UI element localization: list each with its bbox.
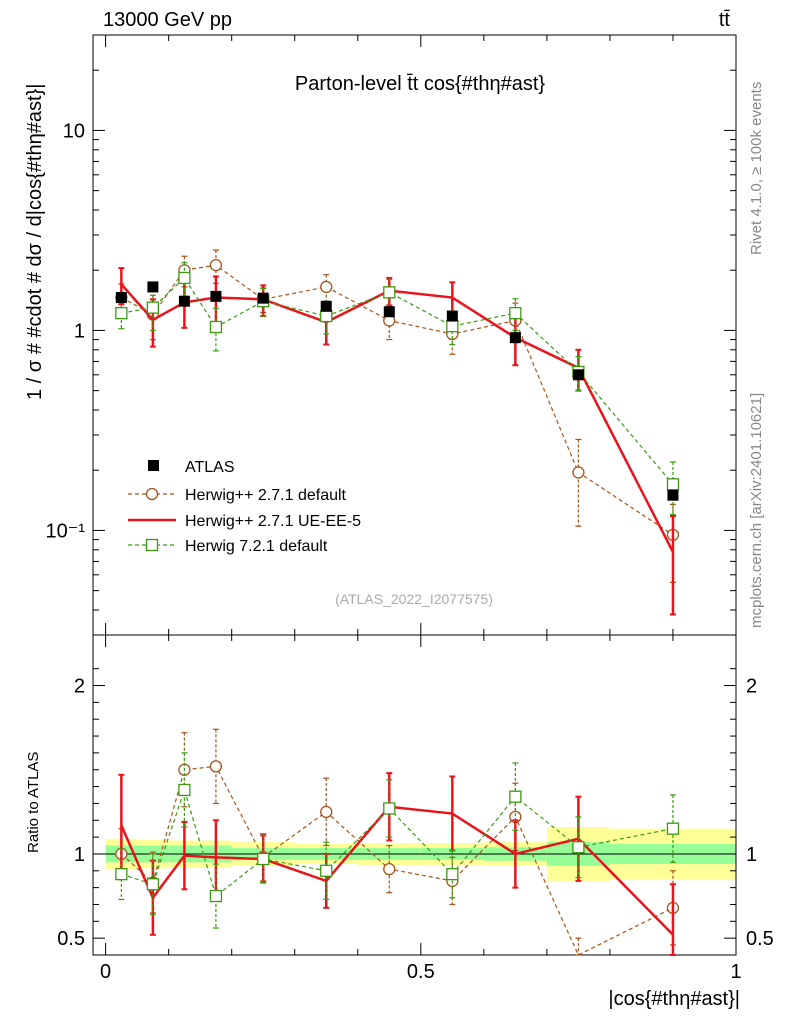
legend-marker-herwig7-default [145, 538, 159, 552]
data-point [320, 300, 332, 312]
data-point [115, 292, 127, 304]
x-axis-label: |cos{#thη#ast}| [608, 988, 740, 1010]
data-point [210, 290, 222, 302]
x-tick-label: 0.5 [407, 961, 435, 983]
data-point [209, 889, 223, 903]
data-point [257, 852, 270, 866]
data-point [509, 332, 521, 344]
data-point [572, 466, 585, 479]
ratio-tick-labels: 0.5 0.51 12 20 0.5 1 [57, 676, 774, 983]
data-point [572, 369, 584, 381]
legend: ATLAS Herwig++ 2.7.1 default Herwig++ 2.… [128, 459, 361, 555]
data-point [209, 320, 223, 334]
ratio-y-tick-label-right: 0.5 [746, 928, 774, 950]
legend-marker-herwigpp-default [145, 487, 159, 501]
data-point [115, 307, 128, 320]
process-label: tt̄ [719, 9, 731, 31]
data-point [320, 864, 333, 877]
legend-marker-atlas [148, 460, 159, 471]
data-point [178, 783, 191, 797]
main-y-tick-label: 1 [74, 320, 85, 342]
data-point [320, 280, 333, 294]
series-line [121, 264, 674, 536]
data-point [666, 822, 680, 835]
data-point [509, 307, 522, 320]
ratio-y-tick-label-right: 1 [746, 844, 757, 866]
main-ticks [93, 34, 737, 636]
data-point [257, 292, 269, 304]
ratio-y-tick-label-left: 2 [74, 676, 85, 698]
series-line [121, 277, 674, 485]
data-point [320, 309, 333, 323]
main-panel: 10⁻¹ 1 10 Parton-level t̄t cos{#thη#ast} 1… [24, 34, 737, 636]
series-line [120, 283, 675, 553]
data-point [383, 286, 396, 299]
data-point [209, 259, 223, 272]
data-point [146, 301, 160, 314]
data-point [446, 320, 459, 333]
series-herwig7-default [115, 752, 680, 929]
data-point [446, 868, 459, 881]
data-point [146, 878, 160, 891]
legend-label-herwig7-default: Herwig 7.2.1 default [185, 538, 328, 555]
mcplots-label: mcplots.cern.ch [arXiv:2401.10621] [748, 393, 765, 628]
ratio-frame [92, 634, 737, 956]
legend-label-herwigpp-ueee5: Herwig++ 2.7.1 UE-EE-5 [185, 513, 361, 530]
data-point [209, 760, 223, 773]
plot-title: Parton-level t̄t cos{#thη#ast} [295, 73, 545, 95]
main-y-tick-label: 10⁻¹ [46, 520, 86, 542]
main-y-axis-label: 1 / σ # #cdot # dσ / d|cos{#thη#ast}| [24, 84, 46, 400]
data-point [666, 478, 680, 491]
data-point [446, 310, 458, 322]
data-point [509, 790, 522, 803]
analysis-watermark: (ATLAS_2022_I2077575) [335, 591, 493, 607]
ratio-panel: 0.5 0.51 12 20 0.5 1 Ratio to ATLAS |cos{#thη… [25, 634, 774, 1010]
ratio-y-tick-label-left: 1 [74, 844, 85, 866]
main-y-tick-label: 10 [63, 120, 85, 142]
energy-label: 13000 GeV pp [103, 9, 232, 31]
data-point [115, 868, 128, 881]
ratio-ticks [93, 635, 737, 955]
rivet-version-label: Rivet 4.1.0, ≥ 100k events [748, 82, 765, 255]
data-point [383, 802, 396, 815]
ratio-y-axis-label: Ratio to ATLAS [25, 752, 42, 853]
ratio-y-tick-label-left: 0.5 [57, 928, 85, 950]
series-atlas [115, 281, 679, 501]
data-point [667, 489, 679, 501]
data-point [572, 841, 585, 854]
x-tick-label: 0 [100, 961, 111, 983]
legend-label-atlas: ATLAS [185, 459, 235, 476]
data-point [320, 805, 333, 818]
series-herwigpp-ueee5 [118, 267, 676, 616]
data-point [147, 281, 159, 293]
data-point [383, 306, 395, 318]
ratio-series-group [115, 728, 680, 956]
data-point [383, 862, 396, 876]
legend-label-herwigpp-default: Herwig++ 2.7.1 default [185, 487, 347, 504]
main-series-group [115, 249, 680, 616]
data-point [178, 295, 190, 307]
ratio-y-tick-label-right: 2 [746, 676, 757, 698]
main-tick-labels: 10⁻¹ 1 10 [46, 120, 86, 542]
data-point [178, 271, 191, 285]
x-tick-label: 1 [730, 961, 741, 983]
